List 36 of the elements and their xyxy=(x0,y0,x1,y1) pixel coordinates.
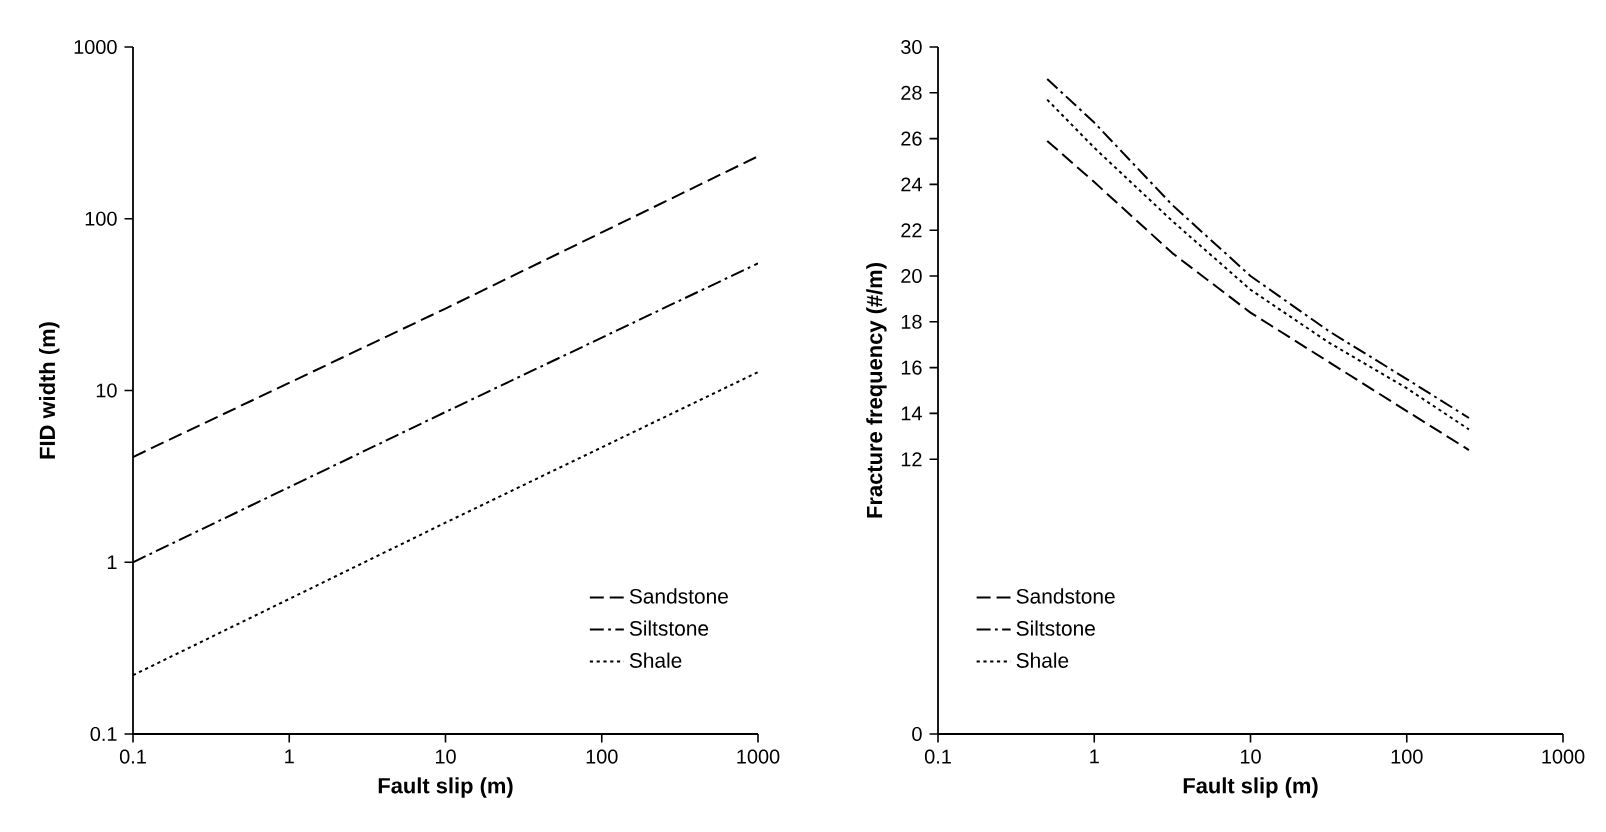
y-tick-label: 14 xyxy=(901,406,922,421)
y-tick-label: 30 xyxy=(901,39,922,55)
legend-label: Shale xyxy=(629,652,682,668)
y-tick-label: 20 xyxy=(901,268,922,284)
x-tick-label: 0.1 xyxy=(924,749,951,764)
y-tick-label: 1000 xyxy=(74,39,117,55)
y-tick-label: 26 xyxy=(901,131,922,146)
x-axis-title: Fault slip (m) xyxy=(1183,777,1318,798)
x-tick-label: 10 xyxy=(435,749,456,764)
legend-label: Sandstone xyxy=(1016,588,1115,604)
x-tick-label: 1 xyxy=(285,749,294,764)
x-tick-label: 10 xyxy=(1240,749,1261,764)
y-tick-label: 1 xyxy=(107,555,117,570)
y-tick-label: 18 xyxy=(901,314,922,329)
x-axis-title: Fault slip (m) xyxy=(378,777,513,798)
legend-label: Siltstone xyxy=(1016,620,1095,636)
x-tick-label: 1000 xyxy=(1542,749,1585,764)
legend-label: Siltstone xyxy=(629,620,709,636)
legend-label: Sandstone xyxy=(629,588,728,604)
y-tick-label: 10 xyxy=(96,383,117,398)
y-axis-title: Fracture frequency (#/m) xyxy=(866,263,887,518)
y-tick-label: 16 xyxy=(901,360,922,375)
x-tick-label: 100 xyxy=(586,749,618,764)
x-tick-label: 100 xyxy=(1391,749,1423,764)
legend-label: Shale xyxy=(1016,652,1069,668)
x-tick-label: 1 xyxy=(1090,749,1099,764)
y-tick-label: 0.1 xyxy=(90,726,117,742)
y-tick-label: 22 xyxy=(901,223,922,238)
y-tick-label: 28 xyxy=(901,85,922,100)
y-tick-label: 24 xyxy=(901,177,922,192)
y-tick-label: 100 xyxy=(85,211,117,226)
y-axis-title: FID width (m) xyxy=(39,322,60,459)
y-tick-label: 12 xyxy=(901,452,922,467)
y-tick-label: 0 xyxy=(912,726,922,742)
x-tick-label: 1000 xyxy=(737,749,780,764)
x-tick-label: 0.1 xyxy=(119,749,146,764)
